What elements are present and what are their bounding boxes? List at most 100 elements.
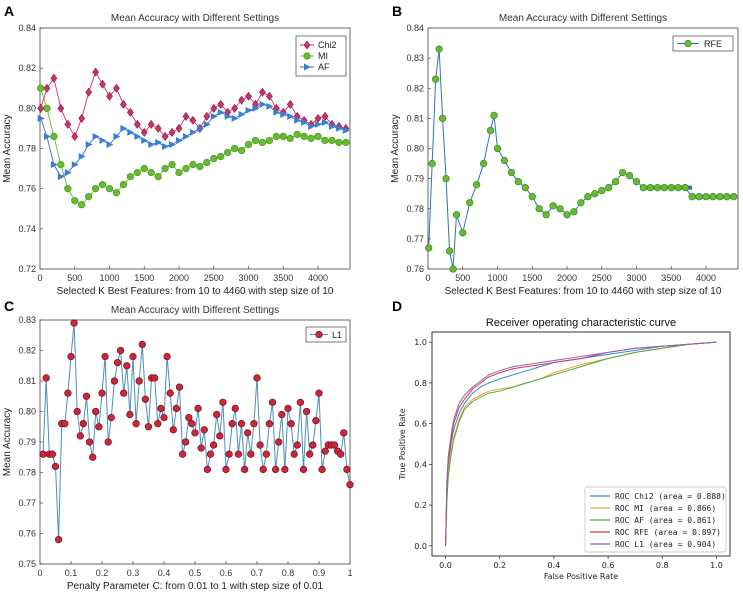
legend-label: L1 xyxy=(332,330,342,340)
data-point-l1 xyxy=(197,444,205,452)
data-point-chi2 xyxy=(113,83,120,93)
y-tick-label: 0.75 xyxy=(18,559,36,569)
data-point-rfe xyxy=(639,184,648,192)
x-tick-label: 0.1 xyxy=(65,568,78,578)
data-point-l1 xyxy=(126,410,134,419)
data-point-mi xyxy=(224,148,232,157)
legend-label: RFE xyxy=(704,39,722,49)
data-point-af xyxy=(162,142,170,150)
data-point-l1 xyxy=(169,426,177,434)
data-point-chi2 xyxy=(154,123,162,133)
roc-curve xyxy=(445,341,717,546)
data-point-mi xyxy=(57,160,65,169)
x-tick-label: 1000 xyxy=(487,273,507,283)
legend-label: MI xyxy=(318,51,328,61)
data-point-mi xyxy=(98,180,107,189)
data-point-l1 xyxy=(101,352,109,361)
x-tick-label: 3000 xyxy=(239,273,259,283)
data-point-af xyxy=(64,169,72,177)
y-tick-label: 0.80 xyxy=(18,407,36,417)
y-tick-label: 0.83 xyxy=(18,315,36,325)
data-point-mi xyxy=(328,136,336,145)
x-tick-label: 0 xyxy=(37,273,42,283)
data-point-l1 xyxy=(79,420,88,428)
data-point-chi2 xyxy=(182,111,190,121)
data-point-l1 xyxy=(259,465,267,474)
y-tick-label: 0.78 xyxy=(18,468,36,478)
y-tick-label: 0.72 xyxy=(18,264,36,274)
data-point-mi xyxy=(105,185,114,193)
data-point-l1 xyxy=(39,450,47,458)
data-point-l1 xyxy=(206,450,215,458)
data-point-l1 xyxy=(107,413,115,422)
data-point-rfe xyxy=(556,205,564,213)
data-point-l1 xyxy=(302,407,311,416)
data-point-l1 xyxy=(54,535,63,544)
data-point-l1 xyxy=(98,389,106,397)
data-point-mi xyxy=(335,138,343,147)
data-point-l1 xyxy=(340,429,348,437)
y-tick-label: 0.4 xyxy=(414,460,427,469)
data-point-mi xyxy=(71,197,79,205)
data-point-mi xyxy=(50,132,58,141)
x-tick-label: 0.8 xyxy=(282,568,295,578)
y-tick-label: 0.77 xyxy=(18,498,36,508)
data-point-chi2 xyxy=(133,119,141,129)
data-point-l1 xyxy=(247,450,255,458)
y-tick-label: 0.8 xyxy=(414,379,427,388)
data-point-af xyxy=(176,136,184,144)
data-point-l1 xyxy=(175,383,184,391)
data-point-rfe xyxy=(674,184,682,192)
data-point-l1 xyxy=(42,374,50,382)
data-point-l1 xyxy=(92,407,100,416)
x-axis-label: False Positive Rate xyxy=(544,572,618,581)
data-point-l1 xyxy=(219,398,227,407)
y-tick-label: 0.82 xyxy=(18,63,36,73)
x-tick-label: 2000 xyxy=(169,273,189,283)
legend-label: ROC MI (area = 0.866) xyxy=(615,504,716,513)
data-point-l1 xyxy=(200,426,208,434)
data-point-rfe xyxy=(449,265,457,273)
x-tick-label: 0.7 xyxy=(251,568,264,578)
data-point-af xyxy=(273,108,281,116)
data-point-mi xyxy=(168,160,176,169)
data-point-l1 xyxy=(213,410,221,419)
legend-marker xyxy=(315,330,323,339)
x-tick-label: 3000 xyxy=(627,273,647,283)
data-point-l1 xyxy=(185,413,193,422)
data-point-mi xyxy=(189,160,197,169)
chart-title: Mean Accuracy with Different Settings xyxy=(111,13,279,24)
data-point-l1 xyxy=(116,346,125,355)
data-point-l1 xyxy=(194,404,202,413)
data-point-l1 xyxy=(216,432,224,440)
data-point-rfe xyxy=(428,159,436,168)
data-point-rfe xyxy=(688,193,696,201)
data-point-l1 xyxy=(346,481,354,489)
data-point-mi xyxy=(258,138,267,147)
legend-label: ROC AF (area = 0.861) xyxy=(615,516,716,525)
data-point-af xyxy=(182,132,190,140)
data-point-l1 xyxy=(268,398,277,407)
data-point-rfe xyxy=(528,193,536,201)
data-point-rfe xyxy=(716,193,724,201)
data-point-chi2 xyxy=(259,87,266,97)
data-point-l1 xyxy=(76,432,84,440)
data-point-l1 xyxy=(188,420,196,428)
data-point-l1 xyxy=(135,377,143,385)
data-point-l1 xyxy=(306,450,314,458)
x-tick-label: 2500 xyxy=(592,273,612,283)
x-tick-label: 4000 xyxy=(696,273,716,283)
data-point-mi xyxy=(196,162,204,171)
y-tick-label: 0.79 xyxy=(18,437,36,447)
data-point-l1 xyxy=(85,438,94,446)
data-point-rfe xyxy=(632,177,641,186)
data-point-rfe xyxy=(521,184,529,192)
data-point-rfe xyxy=(605,184,613,192)
data-point-af xyxy=(217,108,225,116)
x-tick-label: 1000 xyxy=(99,273,119,283)
data-point-l1 xyxy=(191,429,199,437)
data-point-l1 xyxy=(296,398,305,407)
data-point-chi2 xyxy=(314,113,322,123)
data-point-l1 xyxy=(113,359,122,367)
